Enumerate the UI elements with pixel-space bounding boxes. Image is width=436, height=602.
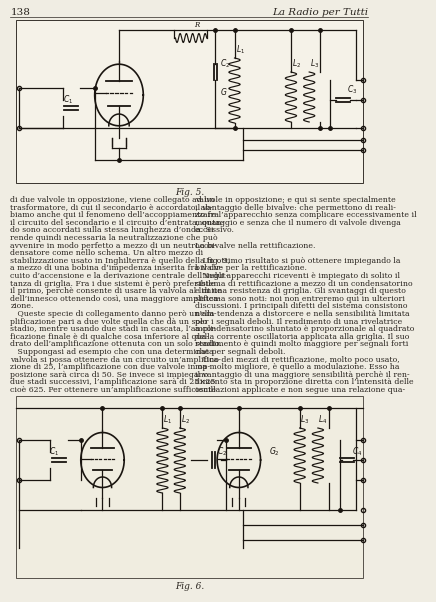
Text: della corrente oscillatoria applicata alla griglia. Il suo: della corrente oscillatoria applicata al… [194,333,409,341]
Text: rende quindi necessaria la neutralizzazione che può: rende quindi necessaria la neutralizzazi… [10,234,218,242]
Text: stabilizzazione usato in Inghilterra è quello della fig. 9,: stabilizzazione usato in Inghilterra è q… [10,257,231,265]
Text: Fig. 5.: Fig. 5. [175,188,204,197]
Text: il circuito del secondario e il circuito d’entrata, quan-: il circuito del secondario e il circuito… [10,219,225,227]
Text: $G$: $G$ [220,86,227,97]
Text: sistema di rettificazione a mezzo di un condensatorino: sistema di rettificazione a mezzo di un … [194,279,412,288]
Text: cioè 625. Per ottenere un’amplificazione sufficiente: cioè 625. Per ottenere un’amplificazione… [10,386,216,394]
Text: plificazione pari a due volte quella che dà un solo: plificazione pari a due volte quella che… [10,318,208,326]
Text: La Radio per Tutti: La Radio per Tutti [272,8,368,17]
Text: a condensatorino shuntato è proporzionale al quadrato: a condensatorino shuntato è proporzional… [194,325,414,333]
Text: avvenire in modo perfetto a mezzo di un neutrocon-: avvenire in modo perfetto a mezzo di un … [10,241,217,250]
Text: il vantaggio di una maggiore sensibilità perchè il ren-: il vantaggio di una maggiore sensibilità… [194,371,409,379]
Text: $L_3$: $L_3$ [300,414,309,426]
Text: zione di 25, l’amplificazione con due valvole in op-: zione di 25, l’amplificazione con due va… [10,363,211,371]
Text: bivalve per la rettificazione.: bivalve per la rettificazione. [194,264,307,272]
Text: Un ottimo risultato si può ottenere impiegando la: Un ottimo risultato si può ottenere impi… [194,257,400,265]
Text: eccessivo.: eccessivo. [194,226,235,234]
Text: a mezzo di una bobina d’impedenza inserita fra il cir-: a mezzo di una bobina d’impedenza inseri… [10,264,223,272]
Text: due stadi successivi, l’amplificazione sarà di 25×25: due stadi successivi, l’amplificazione s… [10,379,216,386]
Text: $C_2$: $C_2$ [220,57,230,69]
Text: $C_2$: $C_2$ [217,445,227,458]
Text: $L_1$: $L_1$ [236,44,245,57]
Text: $C_4$: $C_4$ [352,445,362,458]
Text: $G_2$: $G_2$ [269,445,280,458]
Text: Queste specie di collegamento danno però un’am-: Queste specie di collegamento danno però… [10,310,217,318]
Text: Suppongasi ad esempio che con una determinata: Suppongasi ad esempio che con una determ… [10,348,214,356]
Text: il vantaggio delle bivalve: che permettono di reali-: il vantaggio delle bivalve: che permetto… [194,203,395,211]
Text: discussioni. I principali difetti del sistema consistono: discussioni. I principali difetti del si… [194,302,407,311]
Text: dell’innesco ottenendo così, una maggiore amplifica-: dell’innesco ottenendo così, una maggior… [10,295,221,303]
Text: valvola si possa ottenere da un circuito un’amplifica-: valvola si possa ottenere da un circuito… [10,356,221,364]
Text: $L_3$: $L_3$ [310,58,319,70]
Text: $L_1$: $L_1$ [163,414,172,426]
Text: $L_4$: $L_4$ [318,414,327,426]
Text: trasformatore, di cui il secondario è accordato, ab-: trasformatore, di cui il secondario è ac… [10,203,213,211]
Text: ma molto migliore, è quello a modulazione. Esso ha: ma molto migliore, è quello a modulazion… [194,363,399,371]
Text: dimento sta in proporzione diretta con l’intensità delle: dimento sta in proporzione diretta con l… [194,379,413,386]
Text: Uno dei mezzi di rettificazione, molto poco usato,: Uno dei mezzi di rettificazione, molto p… [194,356,399,364]
Text: do sono accordati sulla stessa lunghezza d’onda. Si: do sono accordati sulla stessa lunghezza… [10,226,214,234]
Text: $C_1$: $C_1$ [49,445,59,458]
Text: stadio, mentre usando due stadi in cascata, l’ampli-: stadio, mentre usando due stadi in casca… [10,325,216,333]
Text: ficazione finale è di qualche cosa inferiore al qua-: ficazione finale è di qualche cosa infer… [10,333,209,341]
Text: nella tendenza a distorcere e nella sensibilità limitata: nella tendenza a distorcere e nella sens… [194,310,409,318]
Text: oscillazioni applicate e non segue una relazione qua-: oscillazioni applicate e non segue una r… [194,386,405,394]
Text: che per segnali deboli.: che per segnali deboli. [194,348,285,356]
Text: rendimento è quindi molto maggiore per segnali forti: rendimento è quindi molto maggiore per s… [194,340,408,349]
Text: densatore come nello schema. Un altro mezzo di: densatore come nello schema. Un altro me… [10,249,204,257]
Text: per i segnali deboli. Il rendimento di una rivelatrice: per i segnali deboli. Il rendimento di u… [194,318,402,326]
Text: $C_1$: $C_1$ [62,93,73,105]
Text: zzare l’apparecchio senza complicare eccessivamente il: zzare l’apparecchio senza complicare ecc… [194,211,416,219]
Text: sistema sono noti: noi non entreremo qui in ulteriori: sistema sono noti: noi non entreremo qui… [194,295,405,303]
Text: di due valvole in opposizione, viene collegato ad un: di due valvole in opposizione, viene col… [10,196,215,204]
Text: La bivalve nella rettificazione.: La bivalve nella rettificazione. [194,241,315,250]
Bar [16,20,363,183]
Text: drato dell’amplificazione ottenuta con un solo stadio.: drato dell’amplificazione ottenuta con u… [10,340,222,349]
Text: $C_3$: $C_3$ [347,84,357,96]
Bar [16,396,363,578]
Text: e di una resistenza di griglia. Gli svantaggi di questo: e di una resistenza di griglia. Gli svan… [194,287,405,295]
Text: 138: 138 [10,8,30,17]
Text: Negli apparecchi riceventi è impiegato di solito il: Negli apparecchi riceventi è impiegato d… [194,272,399,280]
Text: Fig. 6.: Fig. 6. [175,582,204,591]
Text: $L_2$: $L_2$ [292,58,301,70]
Text: posizione sarà circa di 50. Se invece si impiegano: posizione sarà circa di 50. Se invece si… [10,371,209,379]
Text: cuito d’accensione e la derivazione centrale dell’indut-: cuito d’accensione e la derivazione cent… [10,272,229,280]
Text: valvole in opposizione; e qui si sente specialmente: valvole in opposizione; e qui si sente s… [194,196,395,204]
Text: R: R [194,21,199,29]
Text: $L_2$: $L_2$ [181,414,190,426]
Text: il primo, perchè consente di usare la valvola al limite: il primo, perchè consente di usare la va… [10,287,222,295]
Text: montaggio e senza che il numero di valvole divenga: montaggio e senza che il numero di valvo… [194,219,400,227]
Text: zione.: zione. [10,302,34,311]
Text: biamo anche qui il fenomeno dell’accoppiamento fra: biamo anche qui il fenomeno dell’accoppi… [10,211,219,219]
Text: tanza di griglia. Fra i due sistemi è però preferibile: tanza di griglia. Fra i due sistemi è pe… [10,279,216,288]
